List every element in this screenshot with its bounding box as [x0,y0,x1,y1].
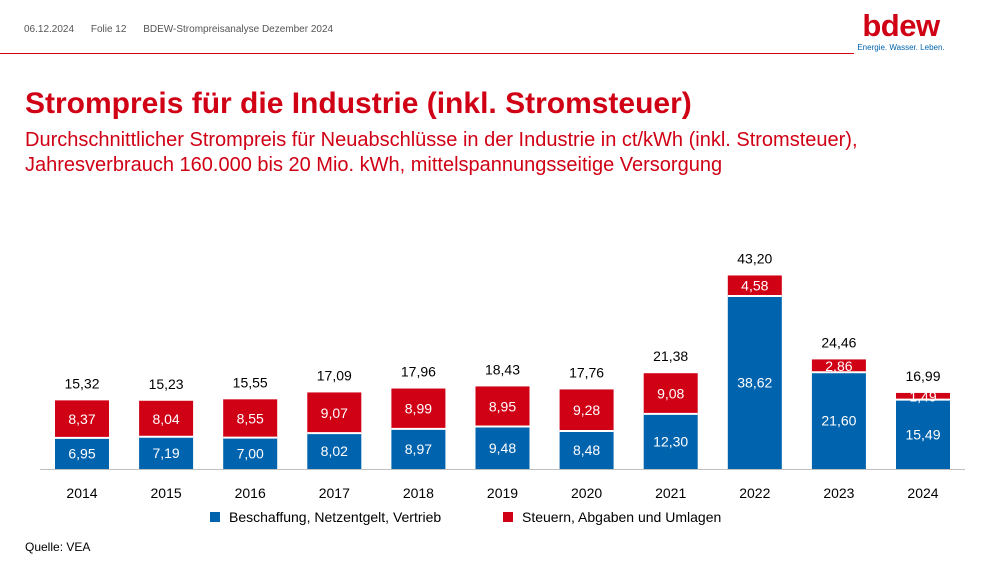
bar-segment-steuern [559,389,614,432]
category-label: 2022 [739,485,770,501]
header-doc-title: BDEW-Strompreisanalyse Dezember 2024 [143,24,334,35]
total-label: 15,23 [149,376,184,392]
bar-segment-steuern [223,399,278,438]
total-label: 18,43 [485,361,520,377]
bar-segment-beschaffung [896,399,950,469]
value-label-beschaffung: 6,95 [68,445,95,461]
total-label: 17,76 [569,364,604,380]
value-label-beschaffung: 21,60 [821,413,856,429]
value-label-beschaffung: 7,00 [237,445,264,461]
value-label-steuern: 2,86 [825,358,852,374]
category-label: 2015 [151,485,182,501]
value-label-steuern: 8,55 [237,410,264,426]
bar-segment-steuern [307,392,362,434]
bar-segment-steuern [475,386,530,427]
value-label-steuern: 8,95 [489,398,516,414]
total-label: 21,38 [653,348,688,364]
category-label: 2016 [235,485,266,501]
header-date: 06.12.2024 [24,24,75,35]
header-slide-number: Folie 12 [90,24,127,35]
bar-segment-beschaffung [727,295,782,469]
slide-subtitle: Durchschnittlicher Strompreis für Neuabs… [25,128,858,178]
bar-segment-beschaffung [223,437,278,469]
bar-segment-steuern [643,373,698,414]
value-label-steuern: 8,37 [68,411,95,427]
total-label: 16,99 [905,368,940,384]
bar-segment-beschaffung [559,431,614,469]
value-label-beschaffung: 7,19 [152,445,179,461]
legend-label-steuern: Steuern, Abgaben und Umlagen [522,509,721,525]
stacked-bar-chart: 6,95 8,37 15,32 2014 7,19 8,04 15,23 2015 7,00 8,… [40,250,965,525]
source-note: Quelle: VEA [25,540,91,554]
category-label: 2014 [66,485,97,501]
value-label-beschaffung: 38,62 [737,374,772,390]
header-bar: 06.12.2024 Folie 12 BDEW-Strompreisanaly… [24,24,347,35]
category-label: 2024 [907,485,938,501]
total-label: 15,32 [64,375,99,391]
bar-segment-steuern [896,392,950,400]
bar-segment-beschaffung [55,437,109,469]
logo-wordmark: bdew [862,8,940,43]
bar-segment-steuern [55,400,109,438]
legend-swatch-beschaffung [210,512,220,522]
value-label-beschaffung: 9,48 [489,440,516,456]
total-label: 43,20 [737,250,772,266]
value-label-beschaffung: 12,30 [653,433,688,449]
legend-swatch-steuern [503,512,513,522]
bar-segment-beschaffung [811,372,866,469]
total-label: 24,46 [821,334,856,350]
bar-segment-steuern [811,359,866,373]
value-label-beschaffung: 8,02 [321,443,348,459]
logo-tagline: Energie. Wasser. Leben. [857,43,945,52]
bar-segment-beschaffung [139,436,194,469]
value-label-steuern: 1,49 [909,388,936,404]
legend-label-beschaffung: Beschaffung, Netzentgelt, Vertrieb [229,509,441,525]
value-label-beschaffung: 15,49 [905,426,940,442]
bar-segment-steuern [391,388,446,429]
slide-title: Strompreis für die Industrie (inkl. Stro… [25,87,692,120]
value-label-steuern: 8,04 [152,411,179,427]
bar-segment-beschaffung [391,428,446,469]
value-label-steuern: 9,28 [573,402,600,418]
category-label: 2020 [571,485,602,501]
total-label: 17,09 [317,367,352,383]
value-label-steuern: 9,07 [321,405,348,421]
value-label-beschaffung: 8,97 [405,441,432,457]
category-label: 2017 [319,485,350,501]
value-label-steuern: 4,58 [741,278,768,294]
bar-segment-steuern [727,275,782,296]
value-label-steuern: 9,08 [657,386,684,402]
subtitle-line-2: Jahresverbrauch 160.000 bis 20 Mio. kWh,… [25,154,723,176]
bar-segment-beschaffung [643,413,698,469]
category-label: 2019 [487,485,518,501]
header-divider [0,53,854,54]
total-label: 17,96 [401,364,436,380]
total-label: 15,55 [233,374,268,390]
bar-segment-beschaffung [307,433,362,469]
value-label-beschaffung: 8,48 [573,442,600,458]
category-label: 2018 [403,485,434,501]
category-label: 2021 [655,485,686,501]
category-label: 2023 [823,485,854,501]
bdew-logo: bdew Energie. Wasser. Leben. [856,8,946,52]
bar-segment-beschaffung [475,426,530,469]
subtitle-line-1: Durchschnittlicher Strompreis für Neuabs… [25,129,858,151]
value-label-steuern: 8,99 [405,401,432,417]
bar-segment-steuern [139,400,194,437]
